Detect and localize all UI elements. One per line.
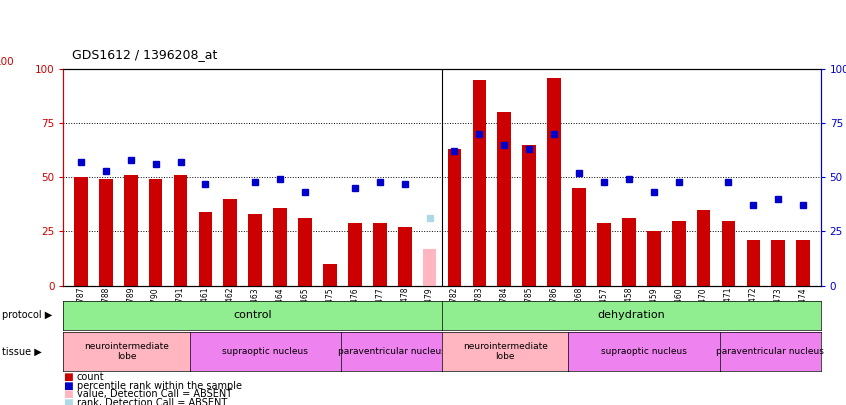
Bar <box>647 231 661 286</box>
Bar <box>722 220 735 286</box>
Bar <box>547 77 561 286</box>
Bar <box>448 149 461 286</box>
Text: supraoptic nucleus: supraoptic nucleus <box>222 347 308 356</box>
Bar <box>373 223 387 286</box>
Text: percentile rank within the sample: percentile rank within the sample <box>77 381 242 390</box>
Bar <box>249 214 262 286</box>
Text: GDS1612 / 1396208_at: GDS1612 / 1396208_at <box>72 48 217 61</box>
Text: ■: ■ <box>63 399 74 405</box>
Text: tissue ▶: tissue ▶ <box>2 346 41 356</box>
Bar <box>796 240 810 286</box>
Bar <box>672 220 685 286</box>
Bar <box>597 223 611 286</box>
Text: rank, Detection Call = ABSENT: rank, Detection Call = ABSENT <box>77 399 228 405</box>
Text: count: count <box>77 372 105 382</box>
Text: paraventricular nucleus: paraventricular nucleus <box>717 347 824 356</box>
Text: control: control <box>233 311 272 320</box>
Bar <box>746 240 761 286</box>
Bar <box>298 218 312 286</box>
Text: protocol ▶: protocol ▶ <box>2 311 52 320</box>
Text: 100: 100 <box>0 57 14 67</box>
Text: ■: ■ <box>63 390 74 399</box>
Bar <box>697 210 711 286</box>
Text: ■: ■ <box>63 381 74 390</box>
Bar <box>572 188 586 286</box>
Bar <box>124 175 138 286</box>
Bar <box>173 175 187 286</box>
Bar <box>99 179 113 286</box>
Bar <box>74 177 88 286</box>
Bar <box>423 249 437 286</box>
Text: supraoptic nucleus: supraoptic nucleus <box>601 347 687 356</box>
Bar <box>398 227 411 286</box>
Bar <box>622 218 635 286</box>
Text: neurointermediate
lobe: neurointermediate lobe <box>84 342 169 361</box>
Bar <box>273 207 287 286</box>
Bar <box>522 145 536 286</box>
Bar <box>497 112 511 286</box>
Bar <box>772 240 785 286</box>
Text: ■: ■ <box>63 372 74 382</box>
Bar <box>323 264 337 286</box>
Bar <box>223 199 237 286</box>
Text: dehydration: dehydration <box>597 311 665 320</box>
Bar <box>149 179 162 286</box>
Bar <box>199 212 212 286</box>
Text: value, Detection Call = ABSENT: value, Detection Call = ABSENT <box>77 390 232 399</box>
Bar <box>348 223 362 286</box>
Bar <box>473 80 486 286</box>
Text: neurointermediate
lobe: neurointermediate lobe <box>463 342 547 361</box>
Text: paraventricular nucleus: paraventricular nucleus <box>338 347 446 356</box>
